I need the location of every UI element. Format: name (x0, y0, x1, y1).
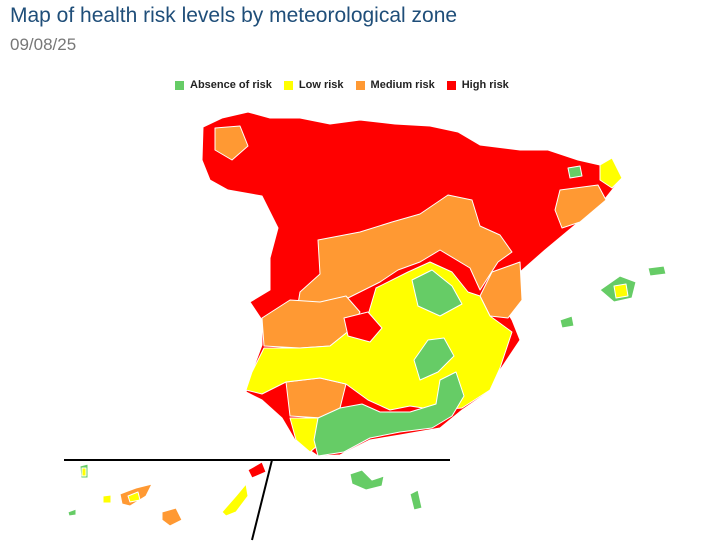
inset-divider-diagonal (251, 459, 273, 541)
legend-item-high: High risk (446, 79, 509, 91)
map-zone-absence-menorca[interactable] (647, 265, 667, 277)
legend-item-low: Low risk (283, 79, 344, 91)
map-zone-absence-south[interactable] (313, 371, 465, 457)
legend-label-high: High risk (461, 79, 509, 91)
map-zone-low-tenerife-inner[interactable] (127, 491, 141, 503)
map-zone-medium-catalonia-coast[interactable] (554, 184, 607, 229)
map-zone-high-lanzarote[interactable] (247, 461, 267, 479)
map-zone-medium-gran-canaria[interactable] (161, 507, 183, 527)
map-zone-absence-ibiza[interactable] (559, 315, 575, 329)
legend-item-medium: Medium risk (355, 79, 435, 91)
page-title: Map of health risk levels by meteorologi… (10, 4, 458, 27)
map-zone-low-fuerteventura[interactable] (221, 483, 249, 517)
map-zone-low-canary-gomera[interactable] (102, 494, 112, 504)
legend-item-absence: Absence of risk (175, 79, 272, 91)
legend-swatch-medium (355, 80, 365, 90)
map-zone-absence-pyrenees[interactable] (567, 165, 583, 179)
legend-swatch-absence (175, 80, 184, 90)
map-zone-medium-galicia[interactable] (214, 125, 249, 161)
map-date: 09/08/25 (10, 35, 77, 54)
map-zone-absence-central[interactable] (411, 269, 463, 317)
map-zone-high-toledo[interactable] (343, 311, 383, 343)
legend-label-absence: Absence of risk (190, 79, 272, 91)
legend-swatch-high (446, 80, 456, 90)
map-zone-low-northeast[interactable] (599, 157, 623, 189)
map-zone-absence-canary-hierro[interactable] (67, 508, 77, 517)
legend: Absence of risk Low risk Medium risk Hig… (175, 79, 521, 91)
map-zone-low-mallorca-inner[interactable] (613, 283, 629, 299)
map-zone-absence-jaen[interactable] (413, 337, 455, 381)
legend-label-low: Low risk (298, 79, 344, 91)
legend-label-medium: Medium risk (370, 79, 435, 91)
map-zone-absence-melilla-east[interactable] (409, 489, 423, 511)
legend-swatch-low (283, 80, 293, 90)
map-zone-absence-melilla-west[interactable] (349, 469, 385, 491)
map-zone-low-canary-west-inner[interactable] (81, 467, 87, 477)
